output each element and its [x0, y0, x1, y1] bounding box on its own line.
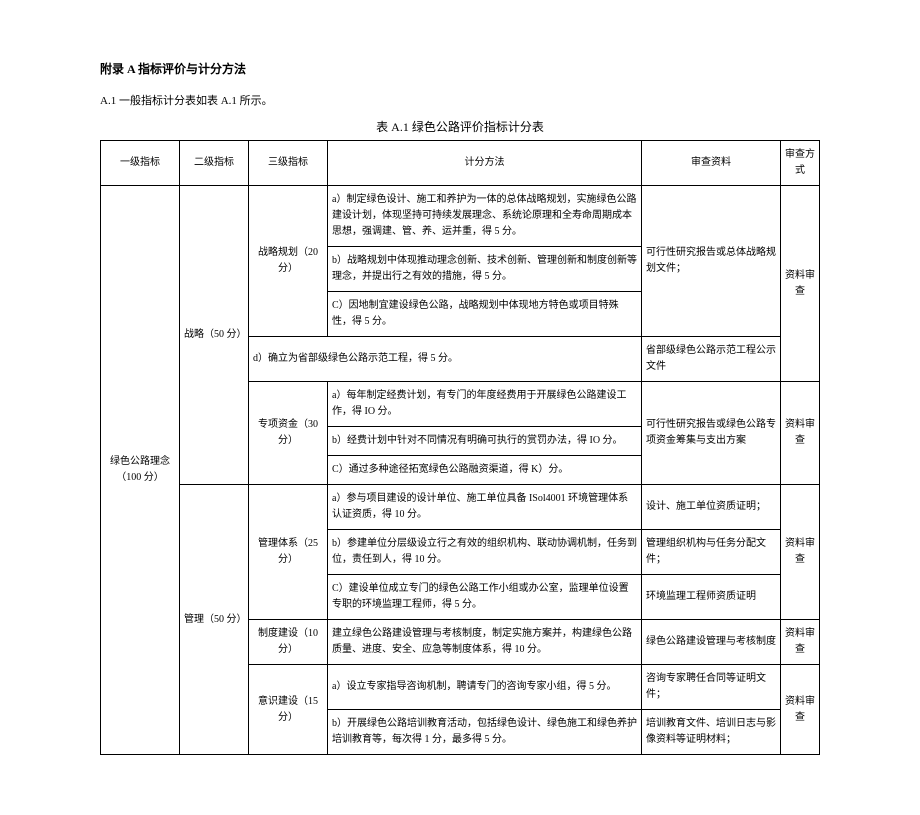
cell-method: C）因地制宜建设绿色公路，战略规划中体现地方特色或项目特殊性，得 5 分。 [328, 292, 642, 337]
cell-mode: 资料审查 [781, 665, 820, 755]
col-level2: 二级指标 [180, 141, 249, 186]
cell-l3-system: 管理体系（25 分） [249, 485, 328, 620]
col-doc: 审查资料 [642, 141, 781, 186]
cell-mode: 资料审查 [781, 485, 820, 620]
cell-l3-rule: 制度建设（10 分） [249, 620, 328, 665]
cell-mode: 资料审查 [781, 620, 820, 665]
cell-doc: 可行性研究报告或总体战略规划文件； [642, 186, 781, 337]
table-title: 表 A.1 绿色公路评价指标计分表 [100, 118, 820, 135]
cell-doc: 环境监理工程师资质证明 [642, 575, 781, 620]
cell-method: a）设立专家指导咨询机制，聘请专门的咨询专家小组，得 5 分。 [328, 665, 642, 710]
cell-l2-strategy: 战略（50 分） [180, 186, 249, 485]
cell-method: 建立绿色公路建设管理与考核制度，制定实施方案并，构建绿色公路质量、进度、安全、应… [328, 620, 642, 665]
col-level3: 三级指标 [249, 141, 328, 186]
cell-mode: 资料审查 [781, 382, 820, 485]
col-mode: 审查方式 [781, 141, 820, 186]
appendix-title: 附录 A 指标评价与计分方法 [100, 60, 820, 77]
cell-doc: 设计、施工单位资质证明； [642, 485, 781, 530]
cell-method: d）确立为省部级绿色公路示范工程，得 5 分。 [249, 337, 642, 382]
cell-method: C）建设单位成立专门的绿色公路工作小组或办公室，监理单位设置专职的环境监理工程师… [328, 575, 642, 620]
table-row: 管理（50 分） 管理体系（25 分） a）参与项目建设的设计单位、施工单位具备… [101, 485, 820, 530]
cell-l3-aware: 意识建设（15 分） [249, 665, 328, 755]
cell-method: a）参与项目建设的设计单位、施工单位具备 ISol4001 环境管理体系认证资质… [328, 485, 642, 530]
cell-doc: 管理组织机构与任务分配文件； [642, 530, 781, 575]
cell-method: a）每年制定经费计划，有专门的年度经费用于开展绿色公路建设工作，得 IO 分。 [328, 382, 642, 427]
scoring-table: 一级指标 二级指标 三级指标 计分方法 审查资料 审查方式 绿色公路理念（100… [100, 140, 820, 755]
cell-doc: 省部级绿色公路示范工程公示文件 [642, 337, 781, 382]
cell-method: a）制定绿色设计、施工和养护为一体的总体战略规划，实施绿色公路建设计划，体现坚持… [328, 186, 642, 247]
cell-method: b）参建单位分层级设立行之有效的组织机构、联动协调机制，任务到位，责任到人，得 … [328, 530, 642, 575]
cell-method: C）通过多种途径拓宽绿色公路融资渠道，得 K）分。 [328, 456, 642, 485]
cell-doc: 绿色公路建设管理与考核制度 [642, 620, 781, 665]
table-header-row: 一级指标 二级指标 三级指标 计分方法 审查资料 审查方式 [101, 141, 820, 186]
cell-doc: 可行性研究报告或绿色公路专项资金筹集与支出方案 [642, 382, 781, 485]
col-method: 计分方法 [328, 141, 642, 186]
cell-method: b）战略规划中体现推动理念创新、技术创新、管理创新和制度创新等理念，并提出行之有… [328, 247, 642, 292]
cell-l2-manage: 管理（50 分） [180, 485, 249, 755]
cell-doc: 培训教育文件、培训日志与影像资料等证明材料； [642, 710, 781, 755]
cell-l3-plan: 战略规划（20 分） [249, 186, 328, 337]
appendix-subtitle: A.1 一般指标计分表如表 A.1 所示。 [100, 92, 820, 108]
cell-method: b）经费计划中针对不同情况有明确可执行的赏罚办法，得 IO 分。 [328, 427, 642, 456]
cell-l1: 绿色公路理念（100 分） [101, 186, 180, 755]
cell-doc: 咨询专家聘任合同等证明文件； [642, 665, 781, 710]
cell-mode: 资料审查 [781, 186, 820, 382]
cell-l3-fund: 专项资金（30 分） [249, 382, 328, 485]
cell-method: b）开展绿色公路培训教育活动，包括绿色设计、绿色施工和绿色养护培训教育等，每次得… [328, 710, 642, 755]
table-row: 绿色公路理念（100 分） 战略（50 分） 战略规划（20 分） a）制定绿色… [101, 186, 820, 247]
col-level1: 一级指标 [101, 141, 180, 186]
